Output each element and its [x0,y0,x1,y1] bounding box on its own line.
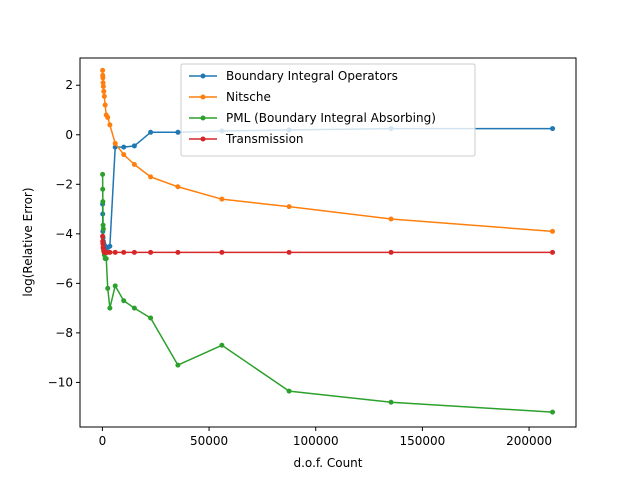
y-axis-label: log(Relative Error) [21,187,35,296]
x-tick-label: 200000 [506,434,552,448]
data-point [131,143,137,149]
data-point [148,174,154,180]
axes-frame [79,57,577,428]
data-point [175,249,181,255]
x-tick-label: 150000 [399,434,445,448]
y-tick-label: −10 [48,375,73,389]
legend: Boundary Integral Operators Nitsche PML (B… [180,63,476,157]
data-point [107,122,113,128]
data-point [131,161,137,167]
y-tick-label: 2 [65,78,73,92]
data-point [121,298,127,304]
data-point [131,305,137,311]
data-point [121,152,127,158]
data-point [100,80,106,86]
data-point [112,140,118,146]
data-point [100,67,106,73]
data-point [388,249,394,255]
data-point [550,409,556,415]
legend-label-1: Nitsche [226,90,271,104]
data-point [100,199,106,205]
data-point [286,388,292,394]
data-point [107,243,113,249]
y-tick-label: −6 [55,276,73,290]
data-point [388,216,394,222]
data-point [100,226,106,232]
plot-area [100,67,556,415]
data-point [100,83,106,89]
data-point [550,228,556,234]
data-point [550,126,556,132]
data-point [107,305,113,311]
legend-marker-2 [200,115,206,121]
data-point [100,222,106,228]
data-point [175,184,181,190]
data-point [219,249,225,255]
data-point [101,88,107,94]
y-tick-label: 0 [65,128,73,142]
x-tick-label: 0 [99,434,107,448]
data-point [100,241,106,247]
data-point [388,399,394,405]
data-point [100,233,106,239]
legend-label-2: PML (Boundary Integral Absorbing) [226,111,436,125]
legend-marker-0 [200,73,206,79]
x-axis-label: d.o.f. Count [294,456,363,470]
data-point [550,249,556,255]
data-point [121,144,127,150]
data-point [103,256,109,262]
data-point [112,249,118,255]
legend-box [180,63,476,157]
legend-marker-3 [200,136,206,142]
y-tick-label: −2 [55,177,73,191]
data-point [175,129,181,135]
data-point [148,129,154,135]
data-point [286,249,292,255]
legend-marker-1 [200,94,206,100]
data-point [107,249,113,255]
y-tick-label: −8 [55,326,73,340]
data-point [100,171,106,177]
data-point [105,285,111,291]
data-point [286,204,292,210]
data-point [148,315,154,321]
data-point [219,342,225,348]
axes-ticks: 0 50000 100000 150000 200000 2 0 −2 −4 −6 −8 −10 [48,78,552,448]
data-point [101,93,107,99]
y-tick-label: −4 [55,227,73,241]
legend-label-0: Boundary Integral Operators [226,69,398,83]
x-tick-label: 50000 [190,434,228,448]
legend-label-3: Transmission [225,132,304,146]
data-point [148,249,154,255]
data-point [219,196,225,202]
data-point [105,114,111,120]
data-point [112,283,118,289]
data-point [100,75,106,81]
data-point [121,249,127,255]
data-point [131,249,137,255]
data-point [175,362,181,368]
x-tick-label: 100000 [293,434,339,448]
data-point [102,102,108,108]
data-point [100,186,106,192]
